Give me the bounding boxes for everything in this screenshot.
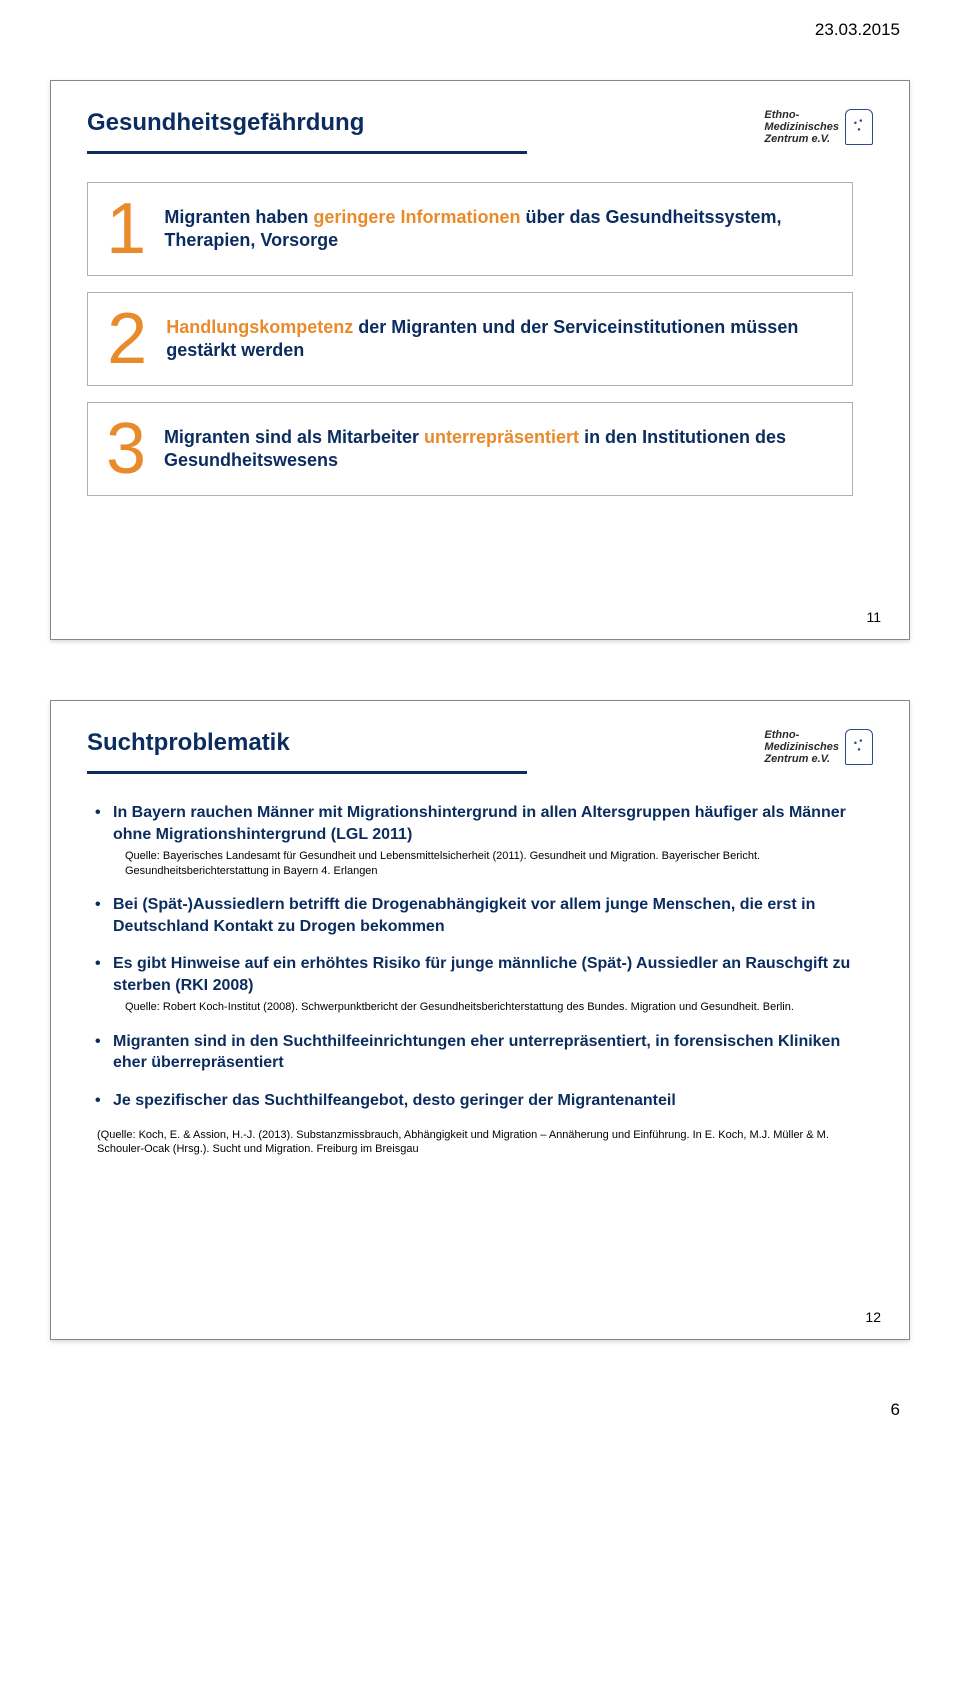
slide-number: 11 xyxy=(866,609,881,625)
list-item: Bei (Spät-)Aussiedlern betrifft die Drog… xyxy=(91,894,865,937)
list-item: In Bayern rauchen Männer mit Migrationsh… xyxy=(91,802,865,878)
highlight: Handlungskompetenz xyxy=(166,317,353,337)
slide-title: Gesundheitsgefährdung xyxy=(87,109,364,139)
slide-header: Suchtproblematik Ethno- Medizinisches Ze… xyxy=(87,729,873,765)
bullet-text: In Bayern rauchen Männer mit Migrationsh… xyxy=(113,804,846,843)
point-number: 3 xyxy=(88,407,164,491)
bullet-list: In Bayern rauchen Männer mit Migrationsh… xyxy=(87,802,873,1111)
page-number: 6 xyxy=(50,1400,910,1420)
slide-2: Suchtproblematik Ethno- Medizinisches Ze… xyxy=(50,700,910,1340)
hand-icon xyxy=(845,729,873,765)
logo-line1: Ethno- xyxy=(764,109,799,121)
pre: Migranten haben xyxy=(164,207,313,227)
bullet-text: Bei (Spät-)Aussiedlern betrifft die Drog… xyxy=(113,896,815,935)
page-date: 23.03.2015 xyxy=(50,20,910,40)
point-number: 2 xyxy=(88,297,166,381)
logo-line2: Medizinisches xyxy=(764,121,839,133)
point-text: Migranten sind als Mitarbeiter unterrepr… xyxy=(164,426,840,473)
slide-1: Gesundheitsgefährdung Ethno- Medizinisch… xyxy=(50,80,910,640)
title-underline xyxy=(87,771,527,774)
bullet-text: Migranten sind in den Suchthilfeeinricht… xyxy=(113,1033,840,1072)
list-item: Je spezifischer das Suchthilfeangebot, d… xyxy=(91,1090,865,1112)
source-text: Quelle: Robert Koch-Institut (2008). Sch… xyxy=(113,1000,865,1014)
logo: Ethno- Medizinisches Zentrum e.V. xyxy=(764,729,873,765)
title-wrap: Suchtproblematik xyxy=(87,729,290,759)
pre: Migranten sind als Mitarbeiter xyxy=(164,427,424,447)
title-underline xyxy=(87,151,527,154)
slide-number: 12 xyxy=(865,1309,881,1325)
logo-text: Ethno- Medizinisches Zentrum e.V. xyxy=(764,109,839,145)
point-number: 1 xyxy=(88,187,164,271)
logo-line3: Zentrum e.V. xyxy=(764,753,830,765)
point-row-1: 1 Migranten haben geringere Informatione… xyxy=(87,182,853,276)
bullet-text: Es gibt Hinweise auf ein erhöhtes Risiko… xyxy=(113,955,850,994)
point-row-2: 2 Handlungskompetenz der Migranten und d… xyxy=(87,292,853,386)
logo: Ethno- Medizinisches Zentrum e.V. xyxy=(764,109,873,145)
list-item: Migranten sind in den Suchthilfeeinricht… xyxy=(91,1031,865,1074)
logo-text: Ethno- Medizinisches Zentrum e.V. xyxy=(764,729,839,765)
list-item: Es gibt Hinweise auf ein erhöhtes Risiko… xyxy=(91,953,865,1014)
point-row-3: 3 Migranten sind als Mitarbeiter unterre… xyxy=(87,402,853,496)
point-text: Handlungskompetenz der Migranten und der… xyxy=(166,316,840,363)
slide-title: Suchtproblematik xyxy=(87,729,290,759)
logo-line3: Zentrum e.V. xyxy=(764,133,830,145)
point-text: Migranten haben geringere Informationen … xyxy=(164,206,840,253)
final-source: (Quelle: Koch, E. & Assion, H.-J. (2013)… xyxy=(87,1128,873,1158)
highlight: geringere Informationen xyxy=(313,207,520,227)
logo-line2: Medizinisches xyxy=(764,741,839,753)
highlight: unterrepräsentiert xyxy=(424,427,579,447)
bullet-text: Je spezifischer das Suchthilfeangebot, d… xyxy=(113,1092,676,1109)
hand-icon xyxy=(845,109,873,145)
title-wrap: Gesundheitsgefährdung xyxy=(87,109,364,139)
logo-line1: Ethno- xyxy=(764,729,799,741)
slide-header: Gesundheitsgefährdung Ethno- Medizinisch… xyxy=(87,109,873,145)
source-text: Quelle: Bayerisches Landesamt für Gesund… xyxy=(113,849,865,878)
